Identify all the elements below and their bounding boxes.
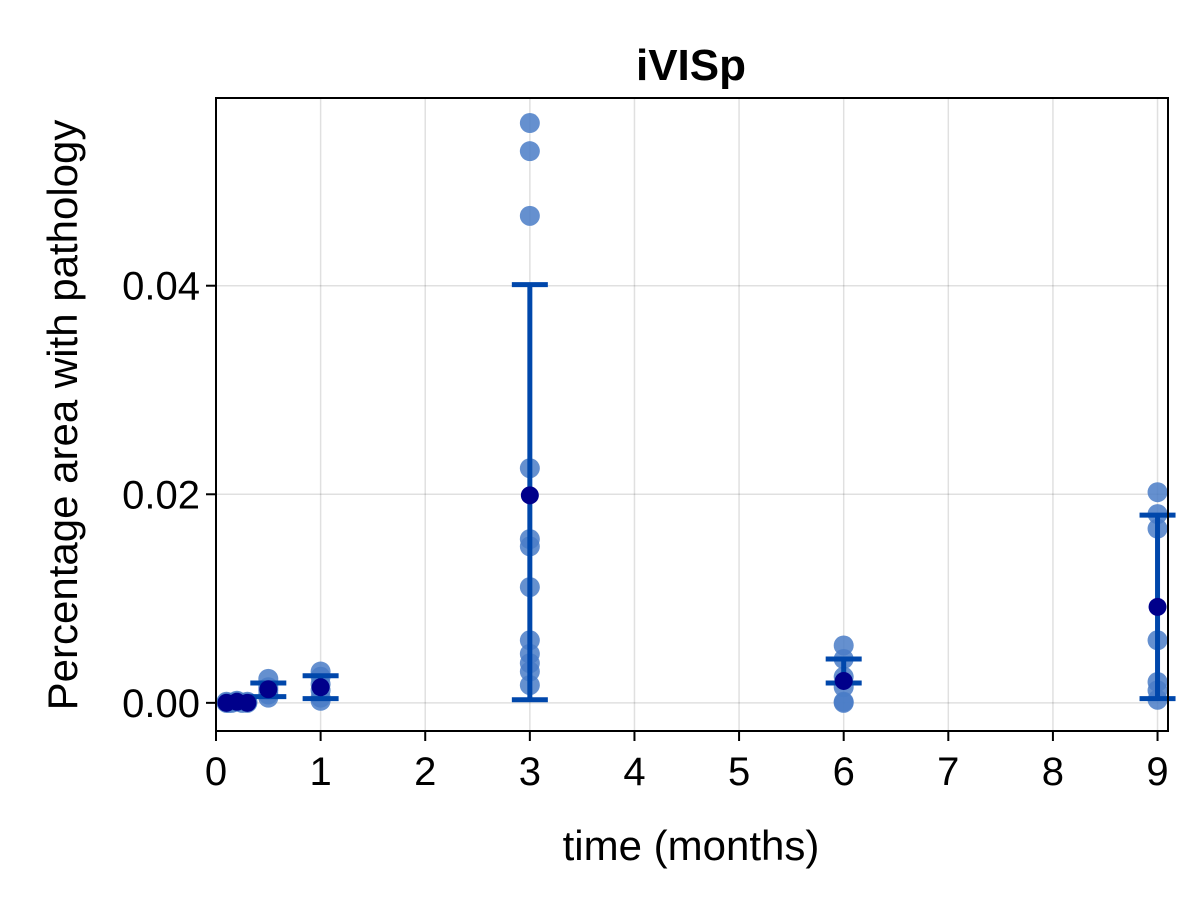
x-tick-label-1: 1 xyxy=(309,750,331,794)
x-tick-label-8: 8 xyxy=(1042,750,1064,794)
mean-marker-2 xyxy=(238,693,257,712)
mean-marker-3 xyxy=(259,680,278,699)
x-tick-label-7: 7 xyxy=(937,750,959,794)
data-point-37 xyxy=(833,692,854,713)
chart-title: iVISp xyxy=(636,41,746,90)
y-tick-label-1: 0.02 xyxy=(122,473,200,517)
data-point-22 xyxy=(519,205,540,226)
y-tick-label-0: 0.00 xyxy=(122,682,200,726)
x-tick-label-4: 4 xyxy=(623,750,645,794)
plot-frame xyxy=(215,97,1169,732)
mean-marker-6 xyxy=(834,671,853,690)
data-point-20 xyxy=(519,113,540,134)
grid-layer xyxy=(215,98,1168,731)
mean-marker-5 xyxy=(520,486,539,505)
data-point-21 xyxy=(519,141,540,162)
y-tick-label-2: 0.04 xyxy=(122,265,200,309)
data-point-38 xyxy=(1147,482,1168,503)
y-axis-label: Percentage area with pathology xyxy=(39,120,86,711)
x-tick-label-0: 0 xyxy=(205,750,227,794)
axis-ticks: 0 1 2 3 4 5 6 7 8 9 0.00 0.02 0.04 xyxy=(122,265,1169,794)
x-tick-label-5: 5 xyxy=(728,750,750,794)
data-points xyxy=(216,113,1168,713)
mean-markers xyxy=(217,486,1167,712)
x-axis-label: time (months) xyxy=(563,822,820,869)
x-tick-label-2: 2 xyxy=(414,750,436,794)
x-tick-label-6: 6 xyxy=(833,750,855,794)
x-tick-label-9: 9 xyxy=(1146,750,1168,794)
mean-marker-7 xyxy=(1148,597,1167,616)
x-tick-label-3: 3 xyxy=(519,750,541,794)
mean-marker-4 xyxy=(311,678,330,697)
